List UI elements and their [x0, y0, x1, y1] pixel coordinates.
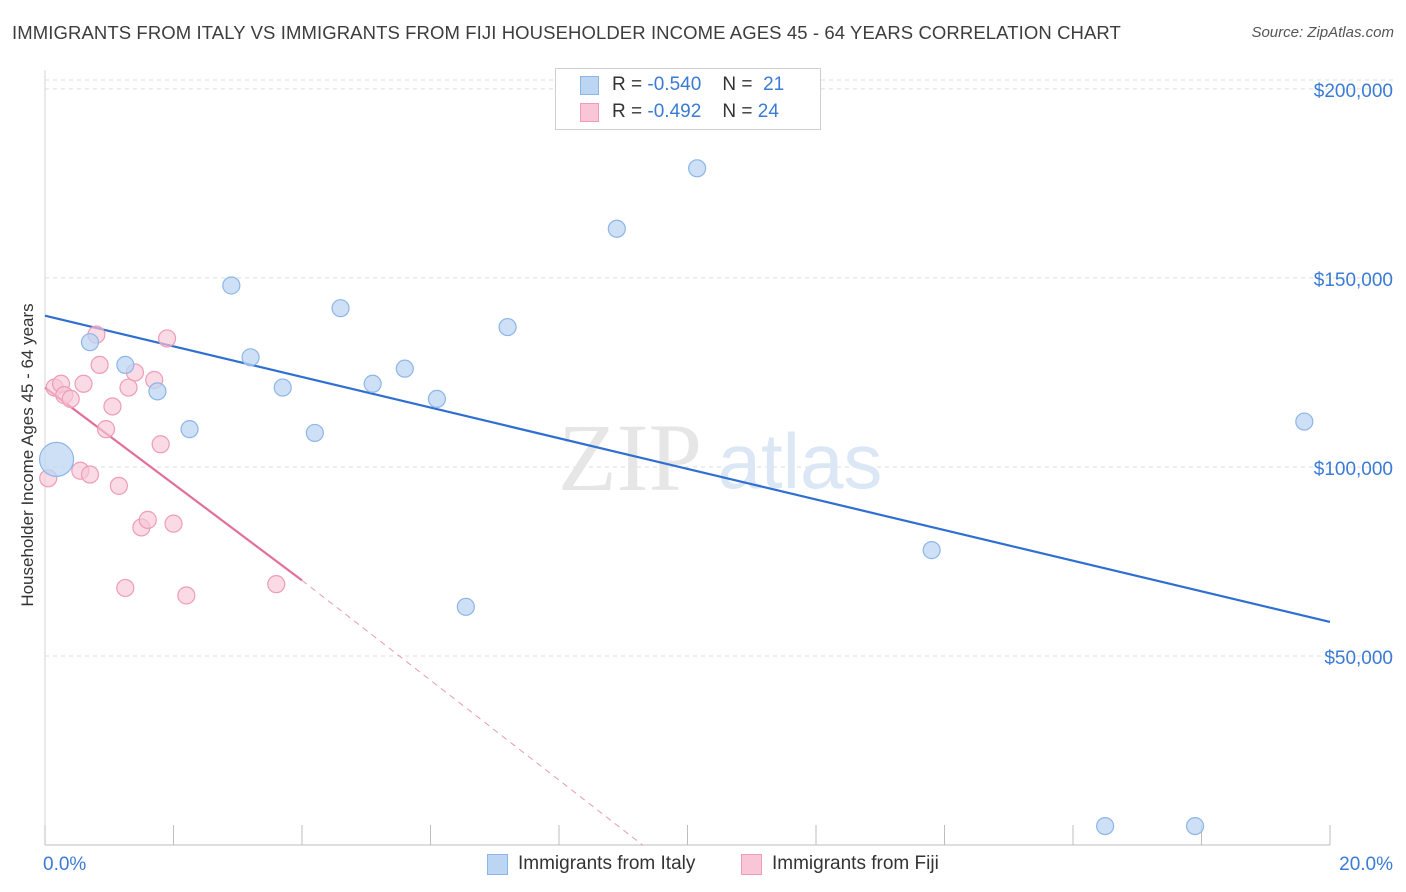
italy-point — [222, 276, 241, 295]
italy-n-label: N = — [722, 74, 753, 95]
fiji-point — [80, 465, 100, 484]
axes-layer — [44, 70, 1331, 846]
fiji-point — [61, 389, 80, 409]
italy-point — [305, 423, 324, 443]
legend-italy-swatch — [487, 854, 508, 875]
fiji-n-label: N = — [722, 101, 753, 122]
y-axis-title: Householder Income Ages 45 - 64 years — [18, 303, 37, 607]
fiji-r-value: -0.492 — [647, 101, 702, 122]
fiji-point — [74, 374, 93, 393]
fiji-point — [164, 514, 183, 533]
fiji-n-value: 24 — [757, 101, 779, 122]
y-tick-label: $100,000 — [1314, 459, 1393, 480]
italy-trend-line — [44, 314, 1331, 624]
italy-point — [922, 541, 941, 560]
watermark-zip: ZIP — [558, 404, 702, 511]
trend-lines — [44, 314, 1331, 846]
italy-point — [395, 359, 414, 378]
fiji-point — [103, 397, 122, 416]
italy-point — [38, 441, 75, 477]
italy-point — [456, 597, 475, 616]
source-label: Source: ZipAtlas.com — [1251, 24, 1394, 41]
italy-point — [498, 317, 517, 337]
fiji-point — [177, 586, 196, 605]
data-points — [38, 159, 1314, 836]
italy-point — [1185, 816, 1205, 836]
watermark-atlas: atlas — [718, 417, 883, 505]
watermark: ZIP atlas — [558, 404, 882, 511]
italy-n-value: 21 — [763, 74, 785, 95]
italy-point — [427, 389, 447, 409]
tick-labels: $50,000 $100,000 $150,000 $200,000 0.0% 20.0% — [43, 81, 1393, 875]
fiji-point — [138, 510, 157, 529]
italy-point — [273, 378, 292, 397]
fiji-trend-extension — [301, 579, 643, 846]
x-tick-label: 0.0% — [43, 854, 86, 875]
fiji-point — [90, 355, 109, 374]
fiji-point — [157, 329, 177, 348]
y-tick-label: $50,000 — [1324, 648, 1393, 669]
y-tick-label: $150,000 — [1314, 270, 1393, 291]
italy-point — [1295, 412, 1314, 431]
grid-layer — [45, 79, 1395, 657]
italy-swatch — [580, 76, 599, 95]
fiji-point — [116, 578, 135, 598]
fiji-point — [151, 435, 170, 454]
italy-r-label: R = — [612, 74, 643, 95]
italy-point — [116, 355, 135, 374]
italy-point — [80, 333, 100, 352]
x-tick-label: 20.0% — [1339, 854, 1393, 875]
italy-point — [688, 159, 707, 178]
legend-italy-label: Immigrants from Italy — [518, 853, 696, 874]
italy-point — [180, 420, 199, 439]
legend-fiji-swatch — [741, 854, 762, 875]
italy-r-value: -0.540 — [647, 74, 702, 95]
italy-point — [241, 348, 260, 367]
italy-point — [607, 219, 626, 238]
fiji-point — [109, 476, 128, 495]
italy-point — [363, 374, 382, 393]
italy-point — [331, 299, 350, 318]
italy-point — [148, 382, 167, 401]
fiji-point — [267, 575, 286, 594]
chart-title: IMMIGRANTS FROM ITALY VS IMMIGRANTS FROM… — [12, 22, 1121, 43]
fiji-point — [119, 378, 138, 397]
italy-point — [1096, 816, 1115, 836]
fiji-r-label: R = — [612, 101, 643, 122]
fiji-swatch — [580, 103, 599, 122]
fiji-trend-line — [44, 386, 303, 582]
y-tick-label: $200,000 — [1314, 81, 1393, 102]
stats-box: R = -0.540 N = 21 R = -0.492 N = 24 — [555, 68, 821, 130]
fiji-point — [96, 420, 116, 439]
legend-fiji-label: Immigrants from Fiji — [772, 853, 939, 874]
